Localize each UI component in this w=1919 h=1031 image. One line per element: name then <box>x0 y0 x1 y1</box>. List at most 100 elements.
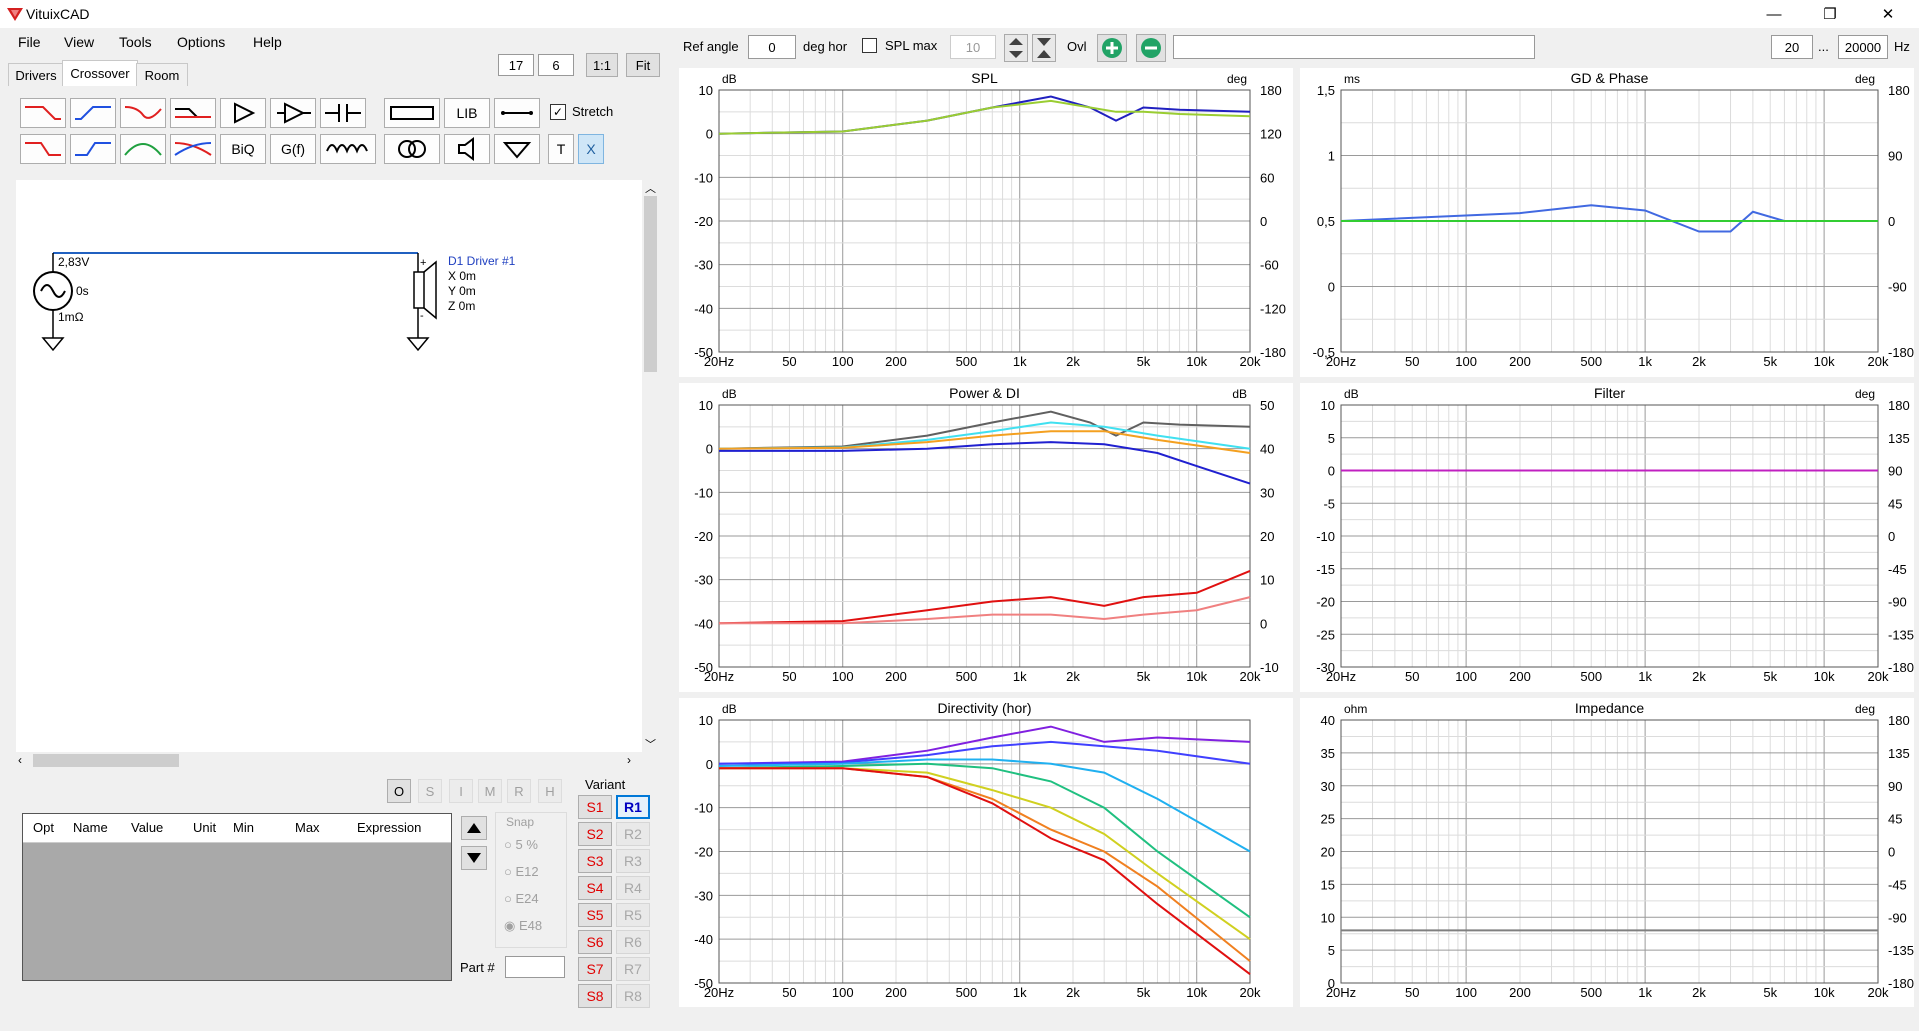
optimize-s-button[interactable]: S <box>418 779 442 803</box>
variant-r8[interactable]: R8 <box>616 984 650 1008</box>
col-opt[interactable]: Opt <box>33 820 54 835</box>
col-expression[interactable]: Expression <box>357 820 422 835</box>
variant-s8[interactable]: S8 <box>578 984 612 1008</box>
spl-max-checkbox[interactable] <box>862 38 877 53</box>
tab-room[interactable]: Room <box>136 63 188 86</box>
gd-phase-chart-panel[interactable] <box>1300 68 1914 377</box>
schematic-horizontal-scrollbar[interactable]: ‹ › <box>16 752 642 769</box>
schematic-canvas[interactable]: 2,83V 0s 1mΩ + - D1 Driver #1 X 0m Y 0m … <box>16 180 642 752</box>
parts-table[interactable]: Opt Name Value Unit Min Max Expression <box>22 813 452 981</box>
delete-tool[interactable]: X <box>578 134 604 164</box>
spl-chart-panel[interactable] <box>679 68 1293 377</box>
driver-tool[interactable] <box>444 134 490 164</box>
overlay-remove-button[interactable] <box>1136 34 1166 62</box>
scroll-down-icon[interactable]: ﹀ <box>645 739 656 751</box>
menu-options[interactable]: Options <box>177 34 226 50</box>
minimize-button[interactable]: — <box>1766 5 1782 23</box>
scroll-thumb[interactable] <box>644 196 657 372</box>
driver-name-label[interactable]: D1 Driver #1 <box>448 254 516 268</box>
optimize-r-button[interactable]: R <box>507 779 531 803</box>
power-di-chart-panel[interactable] <box>679 383 1293 692</box>
spl-spinner[interactable] <box>1004 34 1028 62</box>
variant-s2[interactable]: S2 <box>578 822 612 846</box>
move-up-button[interactable] <box>461 816 487 840</box>
fit-button[interactable]: Fit <box>626 53 660 77</box>
snap-option-e24[interactable]: ○ E24 <box>504 891 539 906</box>
freq-max-field[interactable]: 20000 <box>1838 35 1888 59</box>
scroll-up-icon[interactable]: ︿ <box>645 183 656 195</box>
tab-drivers[interactable]: Drivers <box>8 63 64 86</box>
gf-tool[interactable]: G(f) <box>270 134 316 164</box>
overlay-name-field[interactable] <box>1173 35 1535 59</box>
variant-s7[interactable]: S7 <box>578 957 612 981</box>
highpass-1-tool[interactable] <box>70 98 116 128</box>
freq-min-field[interactable]: 20 <box>1771 35 1813 59</box>
variant-r2[interactable]: R2 <box>616 822 650 846</box>
resistor-tool[interactable] <box>384 98 440 128</box>
part-number-field[interactable] <box>505 956 565 978</box>
scroll-thumb[interactable] <box>33 754 179 767</box>
scroll-right-icon[interactable]: › <box>627 753 631 767</box>
variant-s6[interactable]: S6 <box>578 930 612 954</box>
snap-option-e48[interactable]: ◉ E48 <box>504 918 542 934</box>
transformer-tool[interactable] <box>384 134 440 164</box>
impedance-chart-panel[interactable] <box>1300 698 1914 1007</box>
lowpass-1-tool[interactable] <box>20 98 66 128</box>
variant-r7[interactable]: R7 <box>616 957 650 981</box>
col-unit[interactable]: Unit <box>193 820 217 835</box>
text-tool[interactable]: T <box>548 134 574 164</box>
variant-s3[interactable]: S3 <box>578 849 612 873</box>
col-name[interactable]: Name <box>73 820 108 835</box>
overlay-add-button[interactable] <box>1097 34 1127 62</box>
scroll-left-icon[interactable]: ‹ <box>18 753 22 767</box>
schematic-vertical-scrollbar[interactable]: ︿ ﹀ <box>642 180 659 752</box>
capacitor-tool[interactable] <box>320 98 366 128</box>
spl-max-field[interactable]: 10 <box>950 35 996 59</box>
col-value[interactable]: Value <box>131 820 164 835</box>
one-to-one-button[interactable]: 1:1 <box>586 53 618 77</box>
buffer-tool[interactable] <box>220 98 266 128</box>
highpass-2-tool[interactable] <box>70 134 116 164</box>
variant-r5[interactable]: R5 <box>616 903 650 927</box>
optimize-o-button[interactable]: O <box>387 779 411 803</box>
close-button[interactable]: ✕ <box>1881 6 1895 23</box>
maximize-button[interactable]: ❐ <box>1823 6 1837 23</box>
inductor-tool[interactable] <box>320 134 376 164</box>
optimize-m-button[interactable]: M <box>478 779 502 803</box>
menu-file[interactable]: File <box>18 34 41 50</box>
ground-tool[interactable] <box>494 134 540 164</box>
variant-s5[interactable]: S5 <box>578 903 612 927</box>
snap-option-e12[interactable]: ○ E12 <box>504 864 539 879</box>
variant-r3[interactable]: R3 <box>616 849 650 873</box>
grid-x-field[interactable]: 17 <box>498 54 534 76</box>
spl-reset-button[interactable] <box>1032 34 1056 62</box>
variant-s1[interactable]: S1 <box>578 795 612 819</box>
variant-r4[interactable]: R4 <box>616 876 650 900</box>
bandpass-tool[interactable] <box>120 134 166 164</box>
move-down-button[interactable] <box>461 846 487 870</box>
tab-crossover[interactable]: Crossover <box>62 60 138 86</box>
wire-tool[interactable] <box>494 98 540 128</box>
menu-view[interactable]: View <box>64 34 95 50</box>
source-voltage-label[interactable]: 2,83V <box>58 255 90 269</box>
col-min[interactable]: Min <box>233 820 254 835</box>
directivity-chart-panel[interactable] <box>679 698 1293 1007</box>
variant-r1[interactable]: R1 <box>616 795 650 819</box>
snap-option-5[interactable]: ○ 5 % <box>504 837 538 852</box>
filter-chart-panel[interactable] <box>1300 383 1914 692</box>
menu-tools[interactable]: Tools <box>119 34 152 50</box>
variant-r6[interactable]: R6 <box>616 930 650 954</box>
lowpass-2-tool[interactable] <box>20 134 66 164</box>
menu-help[interactable]: Help <box>253 34 282 50</box>
ref-angle-field[interactable]: 0 <box>748 35 796 59</box>
bandstop-tool[interactable] <box>120 98 166 128</box>
crossover-tool[interactable] <box>170 134 216 164</box>
grid-y-field[interactable]: 6 <box>538 54 574 76</box>
optimize-i-button[interactable]: I <box>449 779 473 803</box>
col-max[interactable]: Max <box>295 820 320 835</box>
shelf-tool[interactable] <box>170 98 216 128</box>
optimize-h-button[interactable]: H <box>538 779 562 803</box>
opamp-tool[interactable] <box>270 98 316 128</box>
biquad-tool[interactable]: BiQ <box>220 134 266 164</box>
variant-s4[interactable]: S4 <box>578 876 612 900</box>
